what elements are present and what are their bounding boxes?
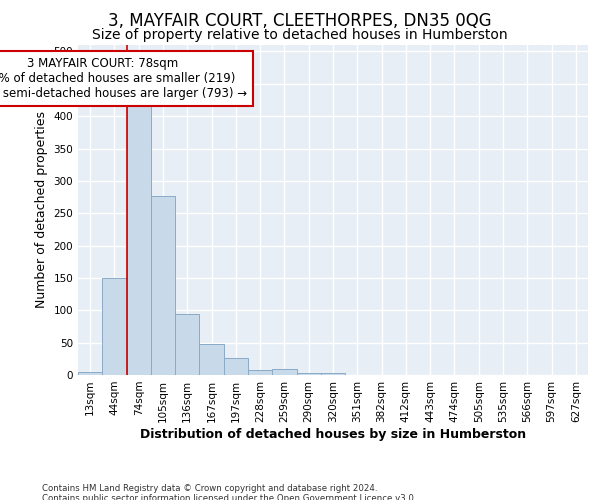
Text: 3 MAYFAIR COURT: 78sqm
← 21% of detached houses are smaller (219)
77% of semi-de: 3 MAYFAIR COURT: 78sqm ← 21% of detached… <box>0 56 247 100</box>
Bar <box>78 372 102 375</box>
Y-axis label: Number of detached properties: Number of detached properties <box>35 112 48 308</box>
Bar <box>296 373 321 375</box>
Text: Size of property relative to detached houses in Humberston: Size of property relative to detached ho… <box>92 28 508 42</box>
Text: 3, MAYFAIR COURT, CLEETHORPES, DN35 0QG: 3, MAYFAIR COURT, CLEETHORPES, DN35 0QG <box>108 12 492 30</box>
Bar <box>151 196 175 375</box>
X-axis label: Distribution of detached houses by size in Humberston: Distribution of detached houses by size … <box>140 428 526 440</box>
Bar <box>321 373 345 375</box>
Bar <box>248 370 272 375</box>
Bar <box>175 314 199 375</box>
Bar <box>199 344 224 375</box>
Bar <box>272 368 296 375</box>
Bar <box>224 358 248 375</box>
Bar <box>127 103 151 375</box>
Text: Contains HM Land Registry data © Crown copyright and database right 2024.: Contains HM Land Registry data © Crown c… <box>42 484 377 493</box>
Text: Contains public sector information licensed under the Open Government Licence v3: Contains public sector information licen… <box>42 494 416 500</box>
Bar <box>102 278 127 375</box>
